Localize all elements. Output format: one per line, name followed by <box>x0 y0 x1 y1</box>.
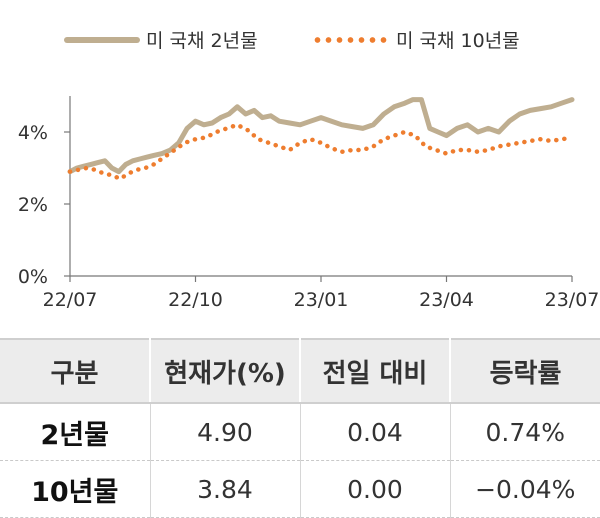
header-category: 구분 <box>0 338 151 404</box>
row-change: 0.00 <box>300 460 451 518</box>
series-line-10y <box>67 122 575 182</box>
row-price: 3.84 <box>150 460 301 518</box>
header-price: 현재가(%) <box>150 338 301 404</box>
legend-swatch-10y <box>312 36 388 43</box>
y-tick-label: 4% <box>18 122 48 144</box>
header-change: 전일 대비 <box>300 338 451 404</box>
x-tick-label: 23/04 <box>419 289 474 311</box>
series-line-2y <box>67 97 575 175</box>
row-rate: 0.74% <box>450 403 600 461</box>
legend-label-10y: 미 국채 10년물 <box>396 30 520 52</box>
row-price: 4.90 <box>150 403 301 461</box>
table-header-row: 구분 현재가(%) 전일 대비 등락률 <box>0 338 600 404</box>
y-tick-label: 2% <box>18 194 48 216</box>
yield-line-chart: 0% 2% 4% 22/07 22/10 23/01 23/04 23/07 <box>18 96 600 311</box>
legend-item-2y: 미 국채 2년물 <box>64 26 258 53</box>
x-tick-label: 22/07 <box>43 289 98 311</box>
x-tick-label: 23/07 <box>545 289 600 311</box>
legend-label-2y: 미 국채 2년물 <box>146 30 258 52</box>
legend-swatch-2y <box>64 36 140 43</box>
header-rate: 등락률 <box>450 338 600 404</box>
x-tick-label: 22/10 <box>168 289 223 311</box>
table-row: 2년물 4.90 0.04 0.74% <box>0 403 600 461</box>
yield-summary-table: 구분 현재가(%) 전일 대비 등락률 2년물 4.90 0.04 0.74% … <box>0 338 600 518</box>
x-tick-label: 23/01 <box>294 289 349 311</box>
table-row: 10년물 3.84 0.00 −0.04% <box>0 460 600 518</box>
chart-legend: 미 국채 2년물 미 국채 10년물 <box>0 26 600 56</box>
legend-item-10y: 미 국채 10년물 <box>312 26 520 53</box>
row-rate: −0.04% <box>450 460 600 518</box>
y-tick-label: 0% <box>18 266 48 288</box>
row-label: 2년물 <box>0 403 151 461</box>
row-change: 0.04 <box>300 403 451 461</box>
row-label: 10년물 <box>0 460 151 518</box>
